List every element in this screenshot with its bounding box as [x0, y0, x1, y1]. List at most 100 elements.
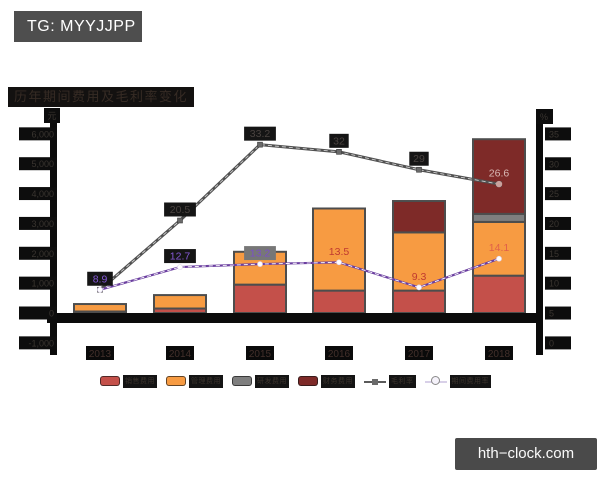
legend-item: 管理费用: [166, 374, 223, 388]
data-label-chip: [329, 133, 349, 148]
line-point-circle: [177, 264, 183, 270]
legend-item: 研发费用: [232, 374, 289, 388]
bar-segment: [392, 200, 446, 234]
right-unit-label: %: [540, 112, 548, 122]
right-tick-label: 0: [549, 338, 554, 348]
left-tick-label: 4,000: [31, 189, 54, 199]
line-highlight: [99, 144, 500, 291]
line-point-circle: [336, 259, 342, 266]
legend-square-marker: [372, 378, 378, 385]
legend-item: 期间费用率: [424, 374, 491, 388]
bar-segment: [392, 289, 446, 315]
legend-label: 销售费用: [123, 374, 157, 388]
left-unit-label: 元: [47, 111, 56, 121]
legend-label: 财务费用: [321, 374, 355, 388]
bar-segment: [153, 294, 207, 310]
data-label-chip: [164, 249, 196, 264]
legend-item: 销售费用: [100, 374, 157, 388]
data-label-chip: [409, 151, 429, 166]
right-tick-label: 10: [549, 279, 559, 289]
left-tick-label: 2,000: [31, 249, 54, 259]
left-tick-label: -1,000: [28, 338, 54, 348]
right-tick-chip: [545, 306, 571, 320]
data-label: 12.7: [170, 251, 191, 263]
left-tick-label: 5,000: [31, 159, 54, 169]
tg-badge: TG: MYYJJPP: [14, 11, 142, 42]
legend-swatch-bar: [298, 376, 318, 386]
data-label: 26.6: [489, 168, 510, 180]
line-point-square: [336, 149, 342, 155]
year-chip: [405, 346, 433, 360]
right-unit-chip: [536, 109, 553, 124]
data-label-chip: [87, 271, 113, 286]
data-label: 29: [413, 153, 425, 165]
left-tick-chip: [19, 187, 57, 201]
line-point-square: [416, 166, 422, 173]
left-unit-chip: [44, 108, 60, 123]
data-label: 9.3: [412, 271, 427, 283]
right-tick-chip: [545, 336, 571, 350]
right-tick-label: 20: [549, 219, 559, 229]
year-label: 2017: [408, 349, 431, 360]
year-chip: [86, 346, 114, 360]
data-label: 14.1: [489, 242, 510, 254]
right-tick-chip: [545, 246, 571, 260]
year-chip: [485, 346, 513, 360]
left-tick-label: 1,000: [31, 279, 54, 289]
year-chip: [166, 346, 194, 360]
left-axis-line: [50, 112, 57, 355]
data-label: 32: [333, 135, 345, 147]
legend-circle-marker: [430, 376, 440, 385]
bar-segment: [312, 207, 366, 292]
legend-swatch-line: [364, 376, 386, 386]
right-tick-chip: [545, 157, 571, 171]
data-label: 20.5: [170, 204, 191, 216]
line-endpoint-dot: [495, 180, 503, 188]
right-tick-label: 35: [549, 129, 559, 139]
legend-item: 财务费用: [298, 374, 355, 388]
bar-segment: [233, 283, 287, 314]
legend-item: 毛利率: [364, 374, 416, 388]
line-expense-ratio: [99, 257, 500, 291]
left-tick-chip: [19, 276, 57, 290]
line-point-circle: [257, 261, 263, 267]
bar-segment: [312, 289, 366, 315]
left-tick-chip: [19, 306, 57, 320]
line-point-square: [177, 217, 183, 224]
x-axis-band: [47, 313, 543, 323]
legend-swatch-bar: [166, 376, 186, 386]
line-point-circle: [496, 255, 502, 262]
data-label: 13.5: [329, 246, 350, 258]
data-label-chip: [244, 246, 276, 261]
left-tick-chip: [19, 216, 57, 230]
left-tick-label: 0: [49, 309, 54, 319]
legend-label: 期间费用率: [449, 374, 491, 388]
data-label-chip: [164, 202, 196, 217]
data-label: 13.2: [250, 248, 271, 260]
bar-segment: [472, 274, 526, 314]
year-chip: [325, 346, 353, 360]
year-label: 2013: [89, 349, 112, 360]
left-tick-chip: [19, 336, 57, 350]
bar-segment: [472, 138, 526, 215]
legend-label: 毛利率: [389, 374, 416, 388]
year-label: 2014: [169, 349, 192, 360]
bar-segment: [472, 220, 526, 277]
line-point-circle: [97, 286, 103, 293]
year-label: 2015: [249, 349, 272, 360]
legend-swatch-bar: [100, 376, 120, 386]
right-tick-chip: [545, 127, 571, 141]
left-tick-label: 6,000: [31, 129, 54, 139]
data-label-chip: [244, 126, 276, 141]
right-tick-chip: [545, 276, 571, 290]
year-label: 2016: [328, 349, 351, 360]
left-tick-chip: [19, 246, 57, 260]
right-tick-chip: [545, 216, 571, 230]
right-tick-label: 5: [549, 309, 554, 319]
right-tick-label: 15: [549, 249, 559, 259]
right-tick-chip: [545, 187, 571, 201]
legend-swatch-bar: [232, 376, 252, 386]
bar-segment: [472, 212, 526, 223]
year-chip: [246, 346, 274, 360]
